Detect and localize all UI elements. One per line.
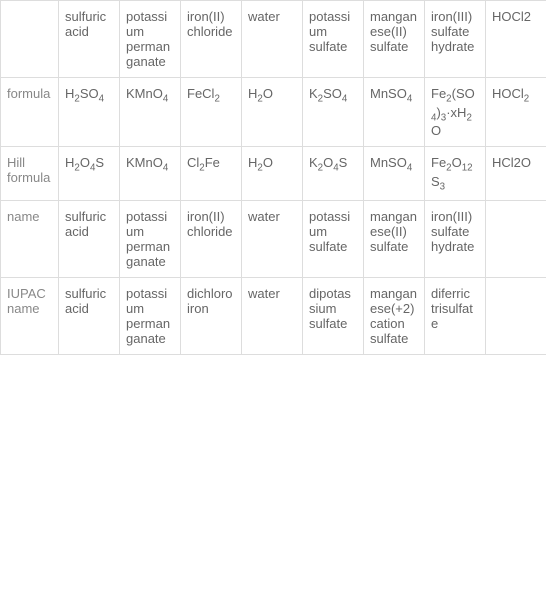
cell-hill-4: K2O4S bbox=[303, 147, 364, 201]
header-hocl2: HOCl2 bbox=[486, 1, 546, 78]
cell-formula-7: HOCl2 bbox=[486, 78, 546, 147]
cell-name-2: iron(II) chloride bbox=[181, 201, 242, 278]
cell-hill-0: H2O4S bbox=[59, 147, 120, 201]
cell-formula-2: FeCl2 bbox=[181, 78, 242, 147]
cell-name-3: water bbox=[242, 201, 303, 278]
cell-iupac-4: dipotassium sulfate bbox=[303, 278, 364, 355]
header-water: water bbox=[242, 1, 303, 78]
table-row: formula H2SO4 KMnO4 FeCl2 H2O K2SO4 MnSO… bbox=[1, 78, 546, 147]
chemical-properties-table: sulfuric acid potassium permanganate iro… bbox=[0, 0, 546, 355]
table-row: Hill formula H2O4S KMnO4 Cl2Fe H2O K2O4S… bbox=[1, 147, 546, 201]
cell-name-1: potassium permanganate bbox=[120, 201, 181, 278]
cell-name-0: sulfuric acid bbox=[59, 201, 120, 278]
cell-hill-3: H2O bbox=[242, 147, 303, 201]
header-empty bbox=[1, 1, 59, 78]
cell-formula-3: H2O bbox=[242, 78, 303, 147]
cell-hill-7: HCl2O bbox=[486, 147, 546, 201]
cell-iupac-6: diferric trisulfate bbox=[425, 278, 486, 355]
cell-iupac-7 bbox=[486, 278, 546, 355]
cell-iupac-1: potassium permanganate bbox=[120, 278, 181, 355]
cell-hill-6: Fe2O12S3 bbox=[425, 147, 486, 201]
row-label-iupac: IUPAC name bbox=[1, 278, 59, 355]
cell-hill-5: MnSO4 bbox=[364, 147, 425, 201]
header-potassium-sulfate: potassium sulfate bbox=[303, 1, 364, 78]
table-row: IUPAC name sulfuric acid potassium perma… bbox=[1, 278, 546, 355]
header-manganese-sulfate: manganese(II) sulfate bbox=[364, 1, 425, 78]
row-label-name: name bbox=[1, 201, 59, 278]
row-label-hill: Hill formula bbox=[1, 147, 59, 201]
cell-iupac-2: dichloroiron bbox=[181, 278, 242, 355]
cell-hill-2: Cl2Fe bbox=[181, 147, 242, 201]
cell-formula-5: MnSO4 bbox=[364, 78, 425, 147]
table-row: name sulfuric acid potassium permanganat… bbox=[1, 201, 546, 278]
cell-formula-4: K2SO4 bbox=[303, 78, 364, 147]
cell-formula-0: H2SO4 bbox=[59, 78, 120, 147]
cell-name-4: potassium sulfate bbox=[303, 201, 364, 278]
header-sulfuric-acid: sulfuric acid bbox=[59, 1, 120, 78]
cell-name-6: iron(III) sulfate hydrate bbox=[425, 201, 486, 278]
row-label-formula: formula bbox=[1, 78, 59, 147]
cell-name-5: manganese(II) sulfate bbox=[364, 201, 425, 278]
cell-iupac-5: manganese(+2) cation sulfate bbox=[364, 278, 425, 355]
cell-iupac-3: water bbox=[242, 278, 303, 355]
header-iron-chloride: iron(II) chloride bbox=[181, 1, 242, 78]
cell-formula-1: KMnO4 bbox=[120, 78, 181, 147]
header-row: sulfuric acid potassium permanganate iro… bbox=[1, 1, 546, 78]
cell-formula-6: Fe2(SO4)3·xH2O bbox=[425, 78, 486, 147]
header-iron-sulfate-hydrate: iron(III) sulfate hydrate bbox=[425, 1, 486, 78]
cell-hill-1: KMnO4 bbox=[120, 147, 181, 201]
cell-iupac-0: sulfuric acid bbox=[59, 278, 120, 355]
cell-name-7 bbox=[486, 201, 546, 278]
header-potassium-permanganate: potassium permanganate bbox=[120, 1, 181, 78]
